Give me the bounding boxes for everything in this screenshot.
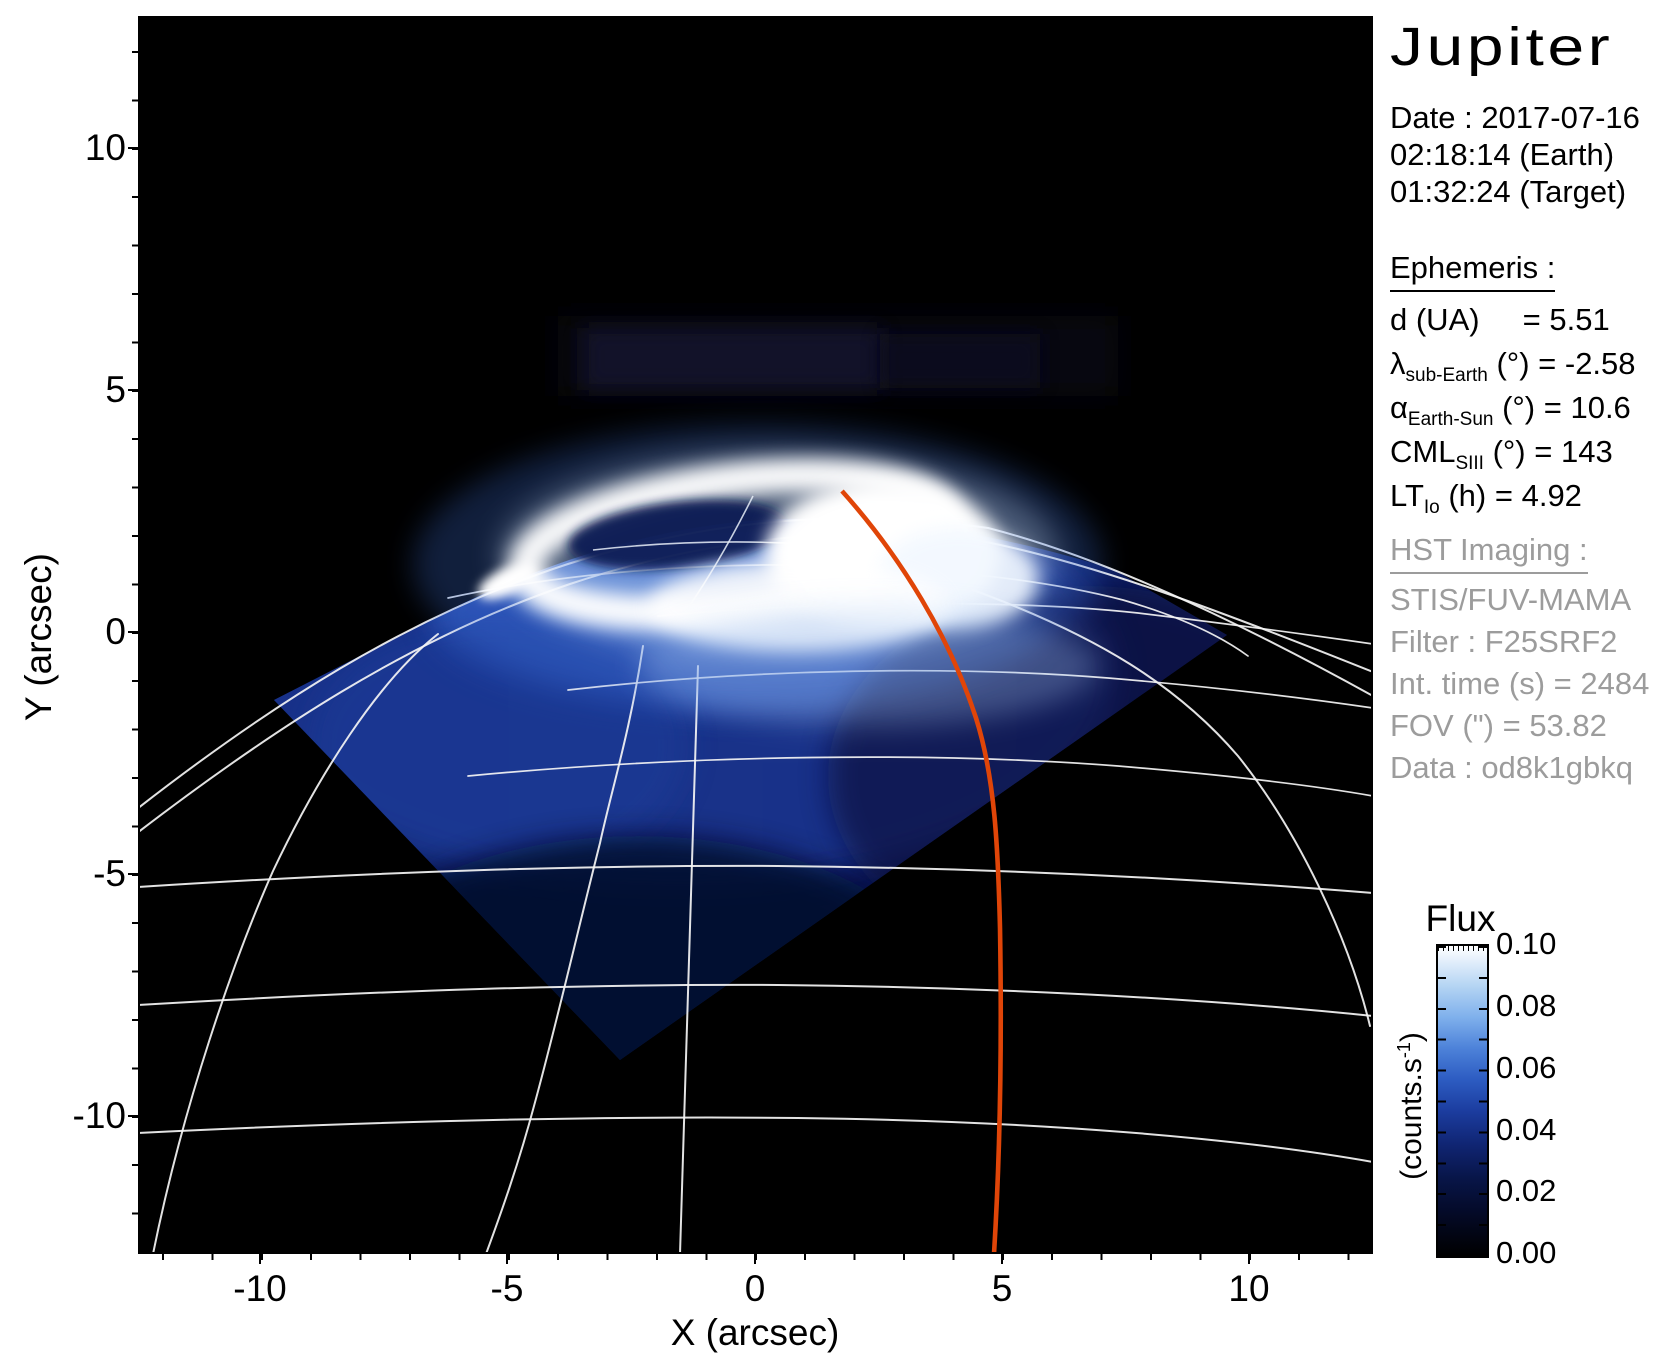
ephemeris-row-d: d (UA) = 5.51 [1390,302,1610,337]
ephemeris-row-alpha: αEarth-Sun (°) = 10.6 [1390,390,1631,430]
colorbar-ticks-top [1438,946,1487,951]
x-tick-label: 5 [991,1268,1013,1309]
hst-instrument: STIS/FUV-MAMA [1390,582,1632,617]
y-axis-major-tick [128,1115,138,1117]
y-axis-minor-ticks [132,51,138,1217]
x-axis-major-tick [506,1254,508,1264]
colorbar-label: 0.10 [1496,926,1557,961]
colorbar-ticks-right [1479,946,1487,1256]
x-tick-label: -5 [490,1268,524,1309]
x-axis-major-tick [259,1254,261,1264]
colorbar [1436,944,1489,1258]
ephemeris-row-lt-io: LTIo (h) = 4.92 [1390,478,1582,518]
x-tick-label: 10 [1228,1268,1270,1309]
io-footprint-track [840,489,1004,1254]
polar-cap-dark-region [568,500,788,570]
colorbar-label: 0.00 [1496,1235,1557,1270]
y-tick-label: 5 [105,369,126,410]
x-axis-major-tick [754,1254,756,1264]
colorbar-ticks-left [1438,946,1446,1256]
aurora-image [138,16,1373,1254]
hst-int-time: Int. time (s) = 2484 [1390,666,1650,701]
colorbar-title: Flux [1425,898,1496,939]
colorbar-label: 0.06 [1496,1050,1557,1085]
date-line: Date : 2017-07-16 [1390,100,1640,135]
page-title: Jupiter [1390,17,1614,77]
x-tick-label: -10 [233,1268,287,1309]
x-axis-major-tick [1001,1254,1003,1264]
hst-filter: Filter : F25SRF2 [1390,624,1618,659]
hst-imaging-heading: HST Imaging : [1390,532,1588,574]
colorbar-unit: (counts.s-1) [1394,1032,1428,1180]
ephemeris-heading: Ephemeris : [1390,250,1556,292]
image-plot-area [138,16,1373,1254]
y-tick-label: 0 [105,611,126,652]
colorbar-labels: 0.10 0.08 0.06 0.04 0.02 0.00 [1496,928,1606,1269]
target-time: 01:32:24 (Target) [1390,174,1627,209]
y-tick-label: -5 [93,853,126,894]
y-axis-major-tick [128,147,138,149]
ephemeris-row-lambda: λsub-Earth (°) = -2.58 [1390,346,1636,386]
colorbar-label: 0.02 [1496,1173,1557,1208]
colorbar-label: 0.08 [1496,988,1557,1023]
x-axis-title: X (arcsec) [670,1312,840,1353]
x-tick-label: 0 [744,1268,766,1309]
y-axis-major-tick [128,873,138,875]
aurora-oval [413,424,1103,726]
x-axis-minor-ticks [162,1254,1358,1260]
y-axis-title: Y (arcsec) [18,553,59,721]
y-tick-label: -10 [72,1095,126,1136]
y-tick-label: 10 [84,127,126,168]
ephemeris-row-cml: CMLSIII (°) = 143 [1390,434,1613,474]
hst-data-id: Data : od8k1gbkq [1390,750,1634,785]
y-axis-major-tick [128,389,138,391]
colorbar-label: 0.04 [1496,1112,1557,1147]
x-axis-major-tick [1248,1254,1250,1264]
faint-fov-top-patch [558,316,1118,396]
plot-frame [138,16,1373,1254]
y-axis-major-tick [128,631,138,633]
earth-time: 02:18:14 (Earth) [1390,137,1615,172]
hst-fov: FOV (") = 53.82 [1390,708,1607,743]
